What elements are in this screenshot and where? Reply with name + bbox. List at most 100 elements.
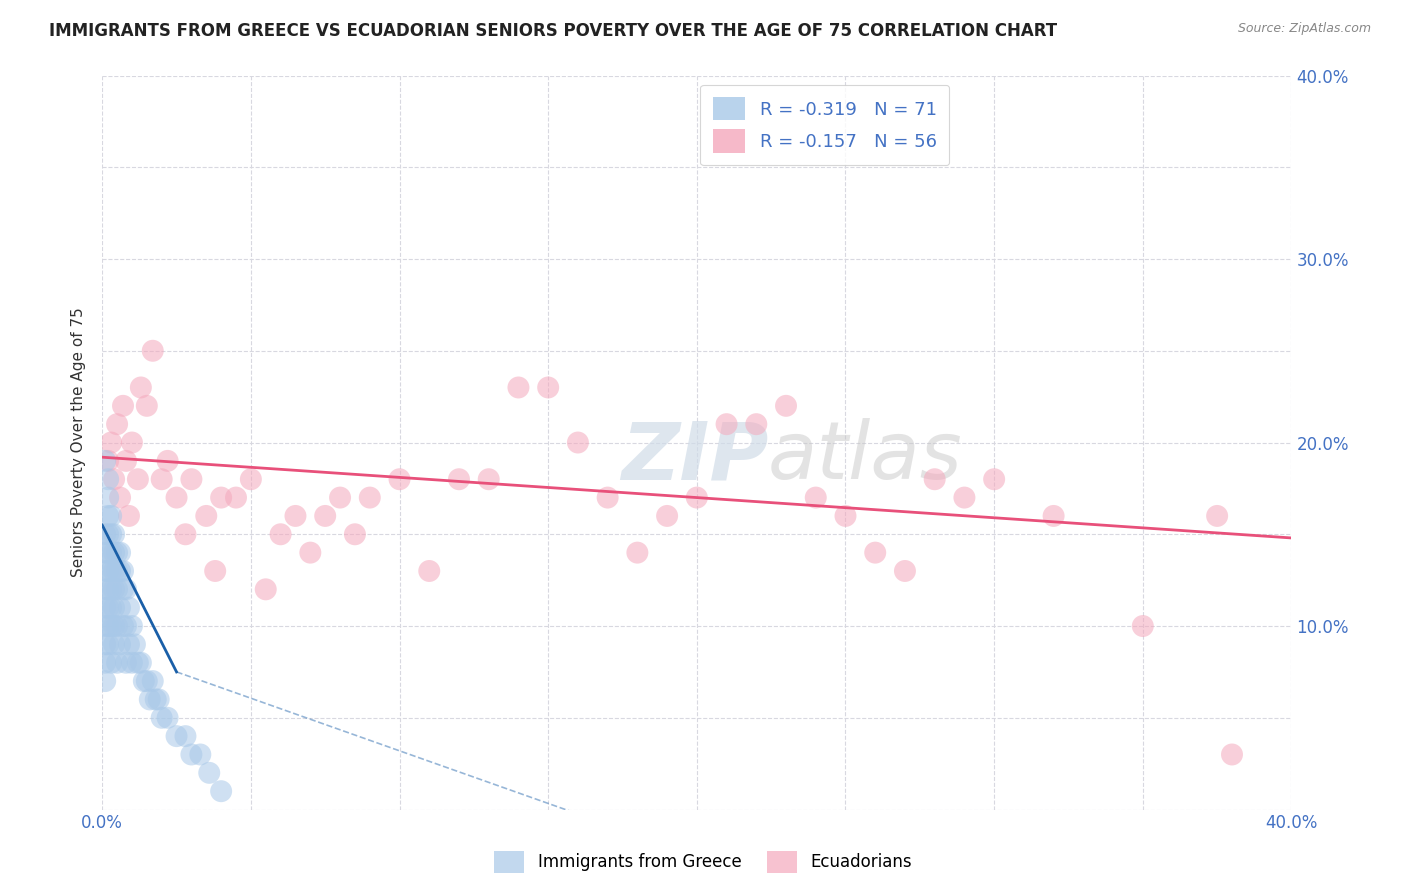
Point xyxy=(135,674,157,689)
Point xyxy=(103,582,125,597)
Point xyxy=(103,527,125,541)
Point xyxy=(121,656,143,670)
Point xyxy=(180,747,202,762)
Point xyxy=(100,527,122,541)
Point xyxy=(108,491,131,505)
Point xyxy=(834,508,856,523)
Point xyxy=(209,784,232,798)
Point xyxy=(135,399,157,413)
Point xyxy=(188,747,211,762)
Point xyxy=(139,692,162,706)
Point xyxy=(174,729,197,743)
Point xyxy=(108,637,131,651)
Point xyxy=(103,546,125,560)
Point xyxy=(314,508,336,523)
Point xyxy=(145,692,167,706)
Y-axis label: Seniors Poverty Over the Age of 75: Seniors Poverty Over the Age of 75 xyxy=(72,308,86,577)
Point xyxy=(100,656,122,670)
Point xyxy=(94,600,117,615)
Point xyxy=(115,454,138,468)
Point xyxy=(596,491,619,505)
Point xyxy=(166,729,188,743)
Point xyxy=(418,564,440,578)
Point xyxy=(655,508,678,523)
Point xyxy=(118,508,141,523)
Point xyxy=(1132,619,1154,633)
Point xyxy=(100,582,122,597)
Point xyxy=(103,564,125,578)
Point xyxy=(225,491,247,505)
Point xyxy=(156,454,179,468)
Point xyxy=(108,564,131,578)
Point xyxy=(745,417,768,432)
Point xyxy=(94,564,117,578)
Point xyxy=(97,472,120,486)
Point xyxy=(299,546,322,560)
Point xyxy=(108,546,131,560)
Point xyxy=(1206,508,1229,523)
Point xyxy=(103,472,125,486)
Point xyxy=(105,417,128,432)
Point xyxy=(198,765,221,780)
Point xyxy=(105,582,128,597)
Point xyxy=(94,656,117,670)
Point xyxy=(1220,747,1243,762)
Point xyxy=(270,527,292,541)
Point xyxy=(115,619,138,633)
Point xyxy=(97,454,120,468)
Point xyxy=(953,491,976,505)
Point xyxy=(359,491,381,505)
Point xyxy=(97,491,120,505)
Point xyxy=(97,546,120,560)
Text: IMMIGRANTS FROM GREECE VS ECUADORIAN SENIORS POVERTY OVER THE AGE OF 75 CORRELAT: IMMIGRANTS FROM GREECE VS ECUADORIAN SEN… xyxy=(49,22,1057,40)
Point xyxy=(204,564,226,578)
Point xyxy=(105,619,128,633)
Point xyxy=(127,472,149,486)
Point xyxy=(100,600,122,615)
Point xyxy=(195,508,218,523)
Point xyxy=(94,546,117,560)
Point xyxy=(166,491,188,505)
Point xyxy=(103,619,125,633)
Point xyxy=(105,546,128,560)
Point xyxy=(142,343,165,358)
Point xyxy=(129,656,152,670)
Point xyxy=(142,674,165,689)
Point xyxy=(150,472,173,486)
Point xyxy=(118,600,141,615)
Point xyxy=(97,564,120,578)
Point xyxy=(111,399,134,413)
Point xyxy=(329,491,352,505)
Point xyxy=(97,619,120,633)
Point xyxy=(894,564,917,578)
Point xyxy=(209,491,232,505)
Point xyxy=(94,582,117,597)
Point xyxy=(804,491,827,505)
Point xyxy=(111,582,134,597)
Point xyxy=(284,508,307,523)
Point xyxy=(239,472,262,486)
Point xyxy=(1042,508,1064,523)
Point xyxy=(174,527,197,541)
Point xyxy=(97,582,120,597)
Text: Source: ZipAtlas.com: Source: ZipAtlas.com xyxy=(1237,22,1371,36)
Point xyxy=(100,508,122,523)
Point xyxy=(115,582,138,597)
Point xyxy=(94,674,117,689)
Point xyxy=(97,637,120,651)
Point xyxy=(97,508,120,523)
Point xyxy=(148,692,170,706)
Point xyxy=(508,380,530,394)
Point xyxy=(100,546,122,560)
Point xyxy=(118,637,141,651)
Point xyxy=(105,656,128,670)
Point xyxy=(129,380,152,394)
Point xyxy=(100,435,122,450)
Point xyxy=(94,527,117,541)
Point xyxy=(111,619,134,633)
Point xyxy=(775,399,797,413)
Point xyxy=(121,619,143,633)
Legend: R = -0.319   N = 71, R = -0.157   N = 56: R = -0.319 N = 71, R = -0.157 N = 56 xyxy=(700,85,949,165)
Point xyxy=(254,582,277,597)
Point xyxy=(94,637,117,651)
